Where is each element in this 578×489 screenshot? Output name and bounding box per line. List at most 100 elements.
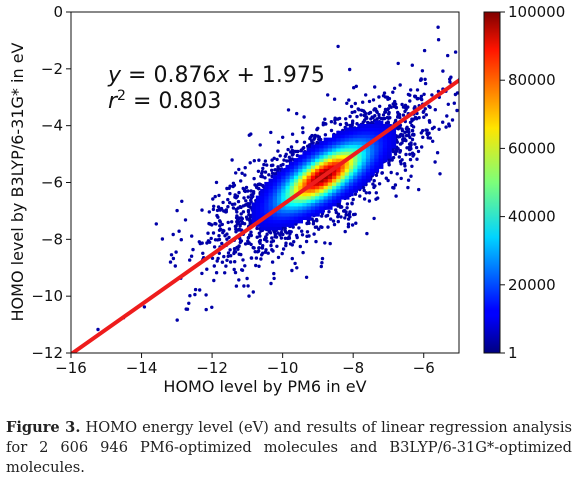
density-bin	[293, 161, 299, 166]
scatter-point	[263, 170, 268, 174]
density-bin	[302, 202, 308, 207]
scatter-point	[235, 228, 240, 232]
density-points	[96, 25, 512, 332]
density-bin	[370, 134, 375, 139]
y-tick-label: −6	[41, 174, 63, 192]
density-bin	[306, 199, 312, 203]
scatter-point	[433, 108, 437, 112]
density-bin	[374, 120, 380, 125]
density-bin	[310, 178, 316, 183]
scatter-point	[237, 278, 241, 282]
scatter-point	[225, 232, 229, 236]
density-bin	[293, 178, 299, 183]
scatter-point	[509, 94, 512, 97]
scatter-point	[387, 96, 392, 101]
density-bin	[361, 124, 367, 128]
density-bin	[298, 209, 303, 214]
density-bin	[332, 137, 337, 142]
y-tick-label: −4	[41, 117, 63, 135]
density-bin	[365, 164, 371, 169]
density-bin	[357, 161, 363, 166]
scatter-point	[387, 112, 391, 116]
density-bin	[306, 168, 312, 173]
scatter-point	[345, 206, 349, 210]
scatter-point	[354, 221, 358, 225]
scatter-point	[230, 202, 235, 207]
scatter-point	[270, 248, 274, 252]
scatter-point	[377, 182, 382, 186]
scatter-point	[393, 152, 398, 156]
density-bin	[319, 154, 325, 159]
scatter-point	[388, 104, 392, 108]
density-bin	[323, 195, 329, 200]
scatter-point	[374, 173, 379, 177]
scatter-point	[210, 256, 215, 260]
scatter-point	[267, 173, 271, 177]
density-bin	[289, 171, 295, 176]
scatter-point	[381, 113, 386, 117]
density-bin	[310, 192, 316, 197]
regression-equation: y = 0.876x + 1.975	[107, 63, 325, 88]
scatter-point	[343, 216, 347, 220]
density-bin	[310, 154, 316, 159]
density-bin	[374, 130, 380, 135]
scatter-point	[331, 219, 336, 223]
density-bin	[374, 144, 380, 149]
density-bin	[315, 181, 320, 186]
density-bin	[378, 151, 384, 156]
scatter-point	[284, 243, 288, 248]
scatter-point	[235, 214, 239, 218]
scatter-point	[245, 276, 249, 281]
density-bin	[293, 188, 299, 193]
density-bin	[319, 178, 325, 183]
scatter-point	[306, 144, 310, 148]
density-bin	[285, 181, 291, 186]
density-bin	[315, 158, 320, 163]
density-bin	[357, 175, 363, 180]
density-bin	[340, 144, 346, 149]
scatter-density-chart: −16 −14 −12 −10 −8 −6 −12 −10 −8 −6 −4 −2 0 HOMO le…	[8, 3, 565, 396]
scatter-point	[243, 189, 247, 194]
density-bin	[255, 222, 261, 227]
scatter-point	[364, 115, 368, 119]
scatter-point	[480, 80, 483, 83]
scatter-point	[263, 176, 267, 180]
scatter-point	[372, 216, 376, 221]
colorbar-tick-label: 40000	[508, 208, 556, 226]
density-bin	[293, 212, 299, 217]
scatter-point	[388, 158, 392, 162]
scatter-point	[228, 248, 232, 252]
density-bin	[370, 161, 375, 166]
density-bin	[272, 192, 278, 197]
density-bin	[327, 192, 333, 197]
scatter-point	[405, 130, 409, 134]
density-bin	[323, 205, 329, 210]
density-bin	[281, 199, 286, 203]
density-bin	[357, 181, 363, 186]
density-bin	[357, 134, 363, 139]
scatter-point	[257, 264, 261, 268]
density-bin	[361, 127, 367, 132]
density-bin	[353, 130, 358, 135]
scatter-point	[432, 125, 436, 129]
scatter-point	[287, 155, 291, 159]
density-bin	[382, 151, 388, 156]
density-bin	[336, 144, 342, 149]
density-bin	[365, 151, 371, 156]
scatter-point	[321, 121, 326, 125]
density-bin	[306, 209, 312, 214]
scatter-point	[398, 149, 403, 153]
density-bin	[353, 188, 358, 193]
density-bin	[391, 144, 397, 149]
density-bin	[327, 195, 333, 200]
scatter-point	[237, 190, 241, 195]
density-bin	[255, 205, 261, 210]
scatter-point	[408, 152, 412, 156]
density-bin	[251, 216, 257, 220]
density-bin	[370, 144, 375, 149]
scatter-point	[281, 135, 285, 139]
scatter-point	[350, 202, 354, 206]
density-bin	[302, 209, 308, 214]
density-bin	[344, 154, 350, 159]
scatter-point	[211, 231, 216, 235]
